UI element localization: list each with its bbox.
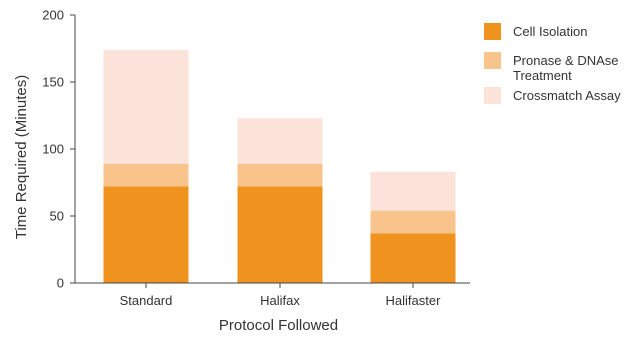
bar-segment-standard-series-2 <box>103 49 189 164</box>
y-tick-label: 50 <box>50 209 64 224</box>
x-axis-title: Protocol Followed <box>219 317 338 334</box>
legend-label: Pronase & DNAse Treatment <box>513 53 619 83</box>
legend-label: Cell Isolation <box>513 24 587 39</box>
bar-segment-standard-series-0 <box>103 186 189 283</box>
bars-layer <box>103 49 456 283</box>
bar-segment-halifax-series-1 <box>237 163 323 187</box>
y-tick-label: 200 <box>42 8 64 23</box>
bar-segment-halifax-series-2 <box>237 118 323 164</box>
bar-segment-standard-series-1 <box>103 163 189 187</box>
bar-segment-halifaster-series-0 <box>370 233 456 283</box>
legend-swatch <box>484 23 501 40</box>
x-tick-label: Standard <box>120 293 173 308</box>
y-tick-label: 150 <box>42 75 64 90</box>
legend-swatch <box>484 52 501 69</box>
y-axis-title: Time Required (Minutes) <box>13 75 30 240</box>
x-tick-label: Halifaster <box>386 293 442 308</box>
legend-label: Crossmatch Assay <box>513 88 621 103</box>
x-tick-label: Halifax <box>260 293 300 308</box>
bar-segment-halifax-series-0 <box>237 186 323 283</box>
y-tick-label: 100 <box>42 142 64 157</box>
y-tick-label: 0 <box>57 276 64 291</box>
bar-segment-halifaster-series-1 <box>370 210 456 234</box>
legend-swatch <box>484 87 501 104</box>
bar-segment-halifaster-series-2 <box>370 171 456 211</box>
legend: Cell Isolation Pronase & DNAse Treatment Cr… <box>484 23 621 104</box>
axes-layer: 0 50 100 150 200 Standard Halifax Halifaster Pro… <box>13 8 470 334</box>
